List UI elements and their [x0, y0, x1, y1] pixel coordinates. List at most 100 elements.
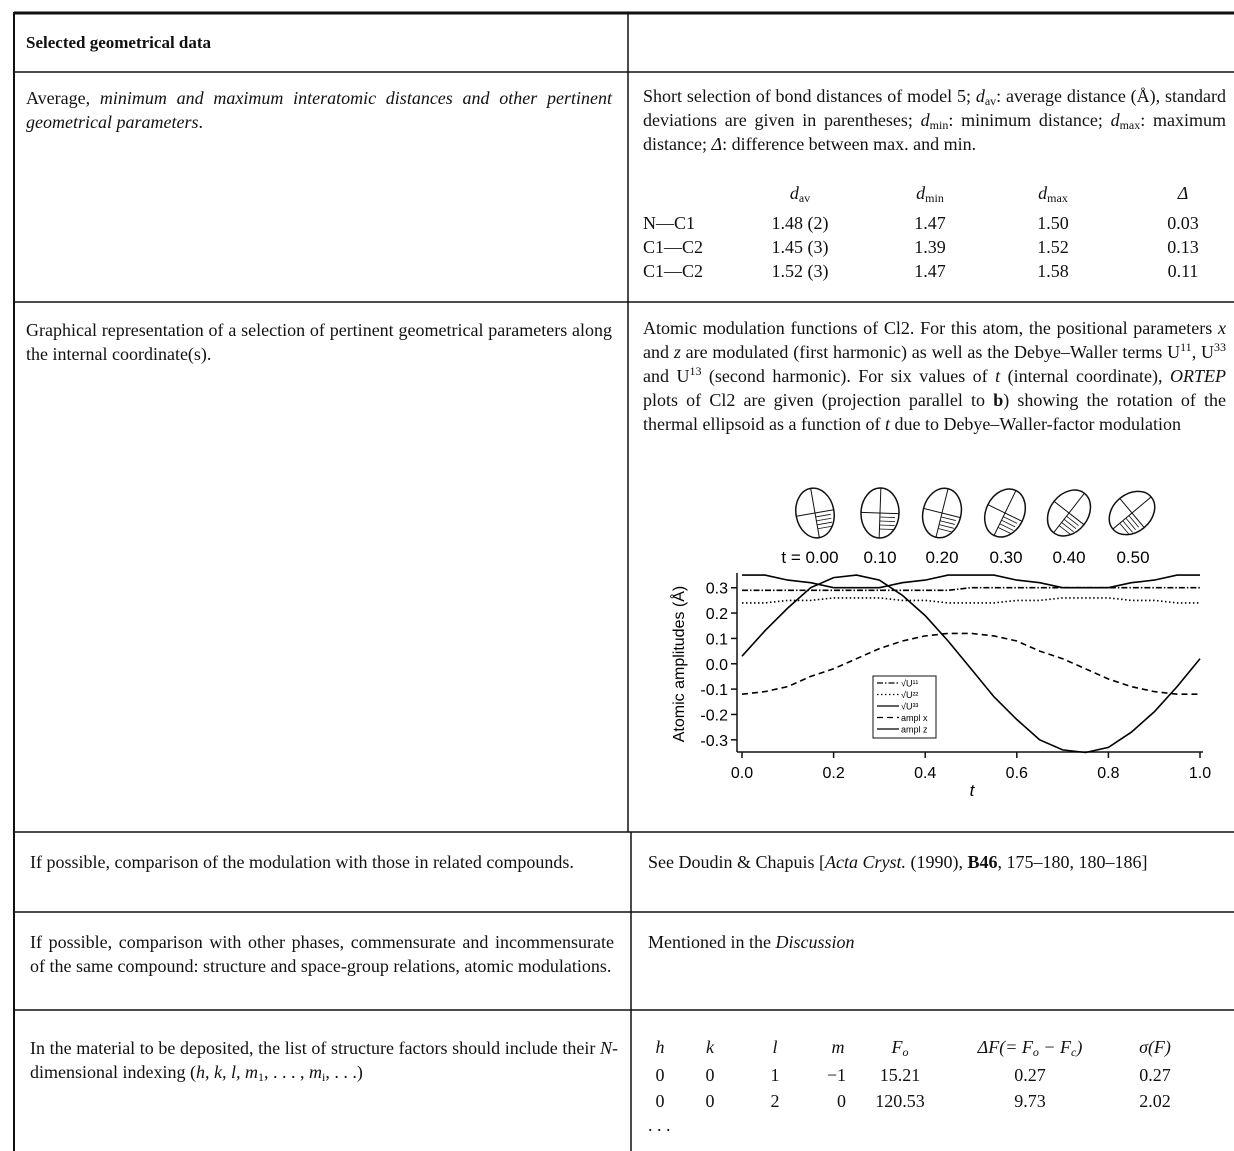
- ortep-plot: [1046, 489, 1092, 537]
- x-tick-label: 0.8: [1097, 765, 1119, 782]
- text-segment: Graphical representation of a selection …: [26, 320, 612, 364]
- y-tick-label: 0.1: [706, 631, 728, 648]
- text-segment: plots of Cl2 are given (projection paral…: [643, 390, 994, 410]
- text-segment: d: [916, 183, 926, 203]
- text-segment: : difference between max. and min.: [722, 134, 977, 154]
- y-axis-label: Atomic amplitudes (Å): [669, 586, 688, 743]
- text-segment: av: [984, 94, 997, 108]
- series-line: [742, 574, 1200, 589]
- x-axis-label: t: [970, 781, 976, 800]
- table-cell: 1.58: [1037, 261, 1069, 281]
- ellipsis: . . .: [648, 1115, 671, 1135]
- table-cell: 1.39: [914, 237, 946, 257]
- table-header: σ(F): [1139, 1036, 1171, 1058]
- text-segment: minimum and maximum interatomic distance…: [26, 88, 613, 132]
- ellipsoid-hatch: [1003, 516, 1018, 524]
- text-segment: c: [1071, 1045, 1077, 1059]
- ellipsoid-axis: [1053, 500, 1085, 526]
- ellipsoid-hatch: [1122, 520, 1133, 533]
- y-tick-label: -0.1: [700, 682, 728, 699]
- paragraph: Atomic modulation functions of Cl2. For …: [643, 316, 1226, 436]
- legend-label: ampl z: [901, 725, 928, 735]
- x-tick-label: 0.2: [822, 765, 844, 782]
- x-tick-label: 0.4: [914, 765, 936, 782]
- ellipsoid-hatch: [1128, 515, 1140, 528]
- text-segment: , 175–180, 180–186]: [997, 852, 1148, 872]
- ellipsoid-hatch: [879, 524, 895, 526]
- text-segment: ): [1076, 1037, 1083, 1057]
- table-cell: 1.50: [1037, 213, 1069, 233]
- ellipsoid-hatch: [999, 523, 1014, 531]
- paragraph: See Doudin & Chapuis [Acta Cryst. (1990)…: [648, 850, 1226, 874]
- text-segment: (internal coordinate),: [1000, 366, 1170, 386]
- table-cell: 1: [770, 1065, 780, 1085]
- table-header: h: [656, 1036, 665, 1058]
- x-tick-label: 1.0: [1189, 765, 1211, 782]
- text-segment: h, k, l, m: [195, 1062, 258, 1082]
- table-cell: 1.45 (3): [771, 237, 829, 257]
- text-segment: k: [706, 1037, 714, 1057]
- table-cell: 0.27: [1139, 1065, 1171, 1085]
- table-cell: 2: [770, 1091, 780, 1111]
- text-segment: d: [920, 110, 930, 130]
- series-line: [741, 632, 1200, 695]
- text-segment: 33: [1214, 340, 1226, 354]
- ellipsoid-hatch: [879, 520, 895, 522]
- legend-label: ampl x: [901, 713, 928, 723]
- ellipsoid-axis: [987, 504, 1023, 522]
- ellipsoid-hatch: [816, 517, 832, 522]
- ortep-plot: [983, 488, 1027, 538]
- table-cell: 0: [705, 1091, 715, 1111]
- ortep-label: 0.50: [1116, 548, 1149, 567]
- table-cell: 15.21: [879, 1065, 921, 1085]
- ortep-label: 0.40: [1052, 548, 1085, 567]
- legend-box: [872, 675, 937, 739]
- ortep-label: 0.30: [989, 548, 1022, 567]
- table-header: m: [832, 1036, 845, 1058]
- paragraph: If possible, comparison with other phase…: [30, 930, 614, 978]
- ellipsoid-hatch: [1125, 517, 1136, 531]
- x-tick-label: 0.0: [731, 765, 753, 782]
- text-segment: -dimensional indexing (: [30, 1038, 618, 1082]
- table-cell: 0.13: [1167, 237, 1199, 257]
- text-segment: , . . . ,: [263, 1062, 309, 1082]
- text-segment: d: [975, 86, 985, 106]
- table-header: l: [772, 1036, 777, 1058]
- series-line: [742, 586, 1200, 592]
- series-line: [742, 597, 1200, 604]
- table-header: dmin: [916, 182, 944, 204]
- table-cell: −1: [826, 1065, 846, 1085]
- text-segment: (1990),: [906, 852, 968, 872]
- table-cell: 1.47: [914, 213, 946, 233]
- ellipsoid-hatch: [817, 525, 833, 530]
- y-tick-label: -0.2: [700, 707, 728, 724]
- text-segment: ) showing the rotation of the thermal el…: [643, 390, 1227, 434]
- table-cell: 0.27: [1014, 1065, 1046, 1085]
- table-cell: C1—C2: [643, 237, 704, 257]
- y-tick-label: 0.3: [706, 581, 728, 598]
- ortep-label: 0.20: [925, 548, 958, 567]
- ellipsoid-hatch: [1119, 523, 1130, 536]
- table-header: ΔF(= Fo − Fc): [978, 1036, 1083, 1058]
- paragraph: Graphical representation of a selection …: [26, 318, 612, 366]
- text-segment: 1: [257, 1070, 264, 1084]
- ellipsoid-hatch: [1058, 525, 1072, 536]
- ellipsoid-hatch: [817, 521, 833, 526]
- ellipsoid-hatch: [815, 513, 831, 518]
- text-segment: av: [798, 191, 811, 205]
- ellipsoid-hatch: [940, 516, 956, 521]
- ortep-plot: [921, 487, 963, 539]
- ellipsoid-axis: [860, 511, 900, 515]
- text-segment: max: [1119, 118, 1141, 132]
- ellipsoid-hatch: [1063, 518, 1077, 529]
- text-segment: min: [925, 191, 944, 205]
- text-segment: b: [993, 390, 1004, 410]
- ellipsoid-hatch: [1066, 515, 1079, 526]
- table-header: k: [706, 1036, 714, 1058]
- paragraph: Short selection of bond distances of mod…: [643, 84, 1226, 156]
- text-segment: ΔF(= F: [977, 1037, 1033, 1057]
- ellipsoid-hatch: [997, 527, 1012, 535]
- table-cell: 120.53: [875, 1091, 925, 1111]
- text-segment: t: [995, 366, 1001, 386]
- text-segment: Mentioned in the: [648, 932, 776, 952]
